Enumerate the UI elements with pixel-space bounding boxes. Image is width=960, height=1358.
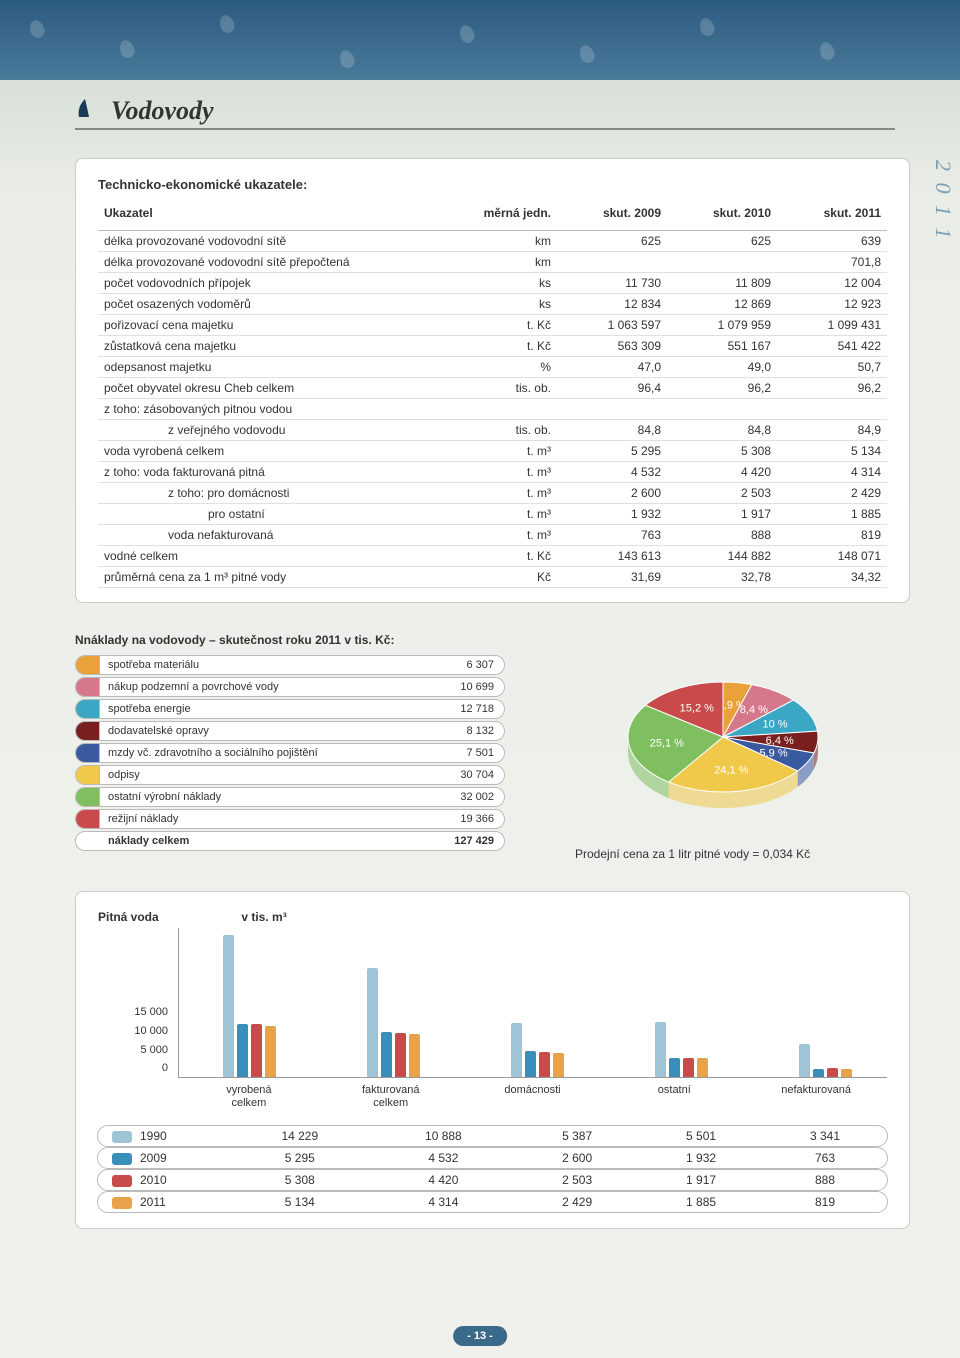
cost-row: nákup podzemní a povrchové vody10 699: [75, 677, 505, 697]
bar: [655, 1022, 666, 1077]
table-row: vodné celkemt. Kč143 613144 882148 071: [98, 546, 887, 567]
bar: [525, 1051, 536, 1077]
costs-block: Nnáklady na vodovody – skutečnost roku 2…: [75, 633, 505, 853]
indicators-title: Technicko-ekonomické ukazatele:: [98, 177, 887, 192]
svg-text:10 %: 10 %: [762, 719, 787, 731]
drop-icon: [75, 95, 105, 126]
table-row: odepsanost majetku%47,049,050,7: [98, 357, 887, 378]
col-unit: měrná jedn.: [477, 202, 557, 231]
table-row: počet vodovodních přípojekks11 73011 809…: [98, 273, 887, 294]
bar: [251, 1024, 262, 1077]
pie-block: 4,9 %8,4 %10 %6,4 %5,9 %24,1 %25,1 %15,2…: [535, 633, 910, 861]
water-panel: Pitná voda v tis. m³ 15 00010 0005 0000 …: [75, 891, 910, 1229]
indicators-panel: Technicko-ekonomické ukazatele: Ukazatel…: [75, 158, 910, 603]
bar: [367, 968, 378, 1077]
table-row: z toho: zásobovaných pitnou vodou: [98, 399, 887, 420]
water-table-row: 20115 1344 3142 4291 885819: [98, 1192, 887, 1212]
table-row: z veřejného vodovodutis. ob.84,884,884,9: [98, 420, 887, 441]
bar: [683, 1058, 694, 1077]
y-axis-labels: 15 00010 0005 0000: [98, 1003, 178, 1078]
bar-chart: [178, 928, 887, 1078]
table-row: průměrná cena za 1 m³ pitné vodyKč31,693…: [98, 567, 887, 588]
cost-row: ostatní výrobní náklady32 002: [75, 787, 505, 807]
table-row: pořizovací cena majetkut. Kč1 063 5971 0…: [98, 315, 887, 336]
svg-text:25,1 %: 25,1 %: [649, 738, 683, 750]
pie-chart: 4,9 %8,4 %10 %6,4 %5,9 %24,1 %25,1 %15,2…: [593, 659, 853, 829]
bar: [827, 1068, 838, 1077]
col-2009: skut. 2009: [557, 202, 667, 231]
bar: [237, 1024, 248, 1077]
col-2011: skut. 2011: [777, 202, 887, 231]
bar: [265, 1026, 276, 1077]
table-row: počet osazených vodoměrůks12 83412 86912…: [98, 294, 887, 315]
col-2010: skut. 2010: [667, 202, 777, 231]
table-row: délka provozované vodovodní sítě přepočt…: [98, 252, 887, 273]
bar: [395, 1033, 406, 1077]
svg-text:15,2 %: 15,2 %: [679, 703, 713, 715]
bar: [511, 1023, 522, 1077]
costs-title: Nnáklady na vodovody – skutečnost roku 2…: [75, 633, 505, 647]
bar: [813, 1069, 824, 1077]
bar: [539, 1052, 550, 1077]
bar: [697, 1058, 708, 1077]
cost-row: spotřeba energie12 718: [75, 699, 505, 719]
category-labels: vyrobenácelkemfakturovanácelkemdomácnost…: [178, 1084, 887, 1110]
col-ukazatel: Ukazatel: [98, 202, 477, 231]
water-table-row: 199014 22910 8885 3875 5013 341: [98, 1126, 887, 1146]
section-title: Vodovody: [75, 95, 895, 130]
water-table-row: 20095 2954 5322 6001 932763: [98, 1148, 887, 1168]
cost-row: odpisy30 704: [75, 765, 505, 785]
indicators-table: Ukazatel měrná jedn. skut. 2009 skut. 20…: [98, 202, 887, 588]
svg-text:8,4 %: 8,4 %: [739, 704, 767, 716]
table-row: počet obyvatel okresu Cheb celkemtis. ob…: [98, 378, 887, 399]
bar: [409, 1034, 420, 1077]
bar: [381, 1032, 392, 1077]
water-table-row: 20105 3084 4202 5031 917888: [98, 1170, 887, 1190]
table-row: zůstatková cena majetkut. Kč563 309551 1…: [98, 336, 887, 357]
svg-text:24,1 %: 24,1 %: [714, 765, 748, 777]
cost-row: režijní náklady19 366: [75, 809, 505, 829]
sell-note: Prodejní cena za 1 litr pitné vody = 0,0…: [535, 847, 910, 861]
bar: [553, 1053, 564, 1077]
bar: [223, 935, 234, 1077]
table-row: voda nefakturovanát. m³763888819: [98, 525, 887, 546]
page-number: - 13 -: [453, 1326, 507, 1346]
cost-row: spotřeba materiálu6 307: [75, 655, 505, 675]
cost-total: náklady celkem127 429: [75, 831, 505, 851]
table-row: délka provozované vodovodní sítěkm625625…: [98, 231, 887, 252]
table-row: z toho: voda fakturovaná pitnát. m³4 532…: [98, 462, 887, 483]
table-row: voda vyrobená celkemt. m³5 2955 3085 134: [98, 441, 887, 462]
bar: [799, 1044, 810, 1077]
water-title: Pitná voda v tis. m³: [98, 910, 887, 924]
bar: [841, 1069, 852, 1077]
bar: [669, 1058, 680, 1077]
cost-row: mzdy vč. zdravotního a sociálního pojišt…: [75, 743, 505, 763]
cost-row: dodavatelské opravy8 132: [75, 721, 505, 741]
water-data-table: 199014 22910 8885 3875 5013 34120095 295…: [98, 1124, 887, 1214]
table-row: z toho: pro domácnostit. m³2 6002 5032 4…: [98, 483, 887, 504]
table-row: pro ostatnít. m³1 9321 9171 885: [98, 504, 887, 525]
